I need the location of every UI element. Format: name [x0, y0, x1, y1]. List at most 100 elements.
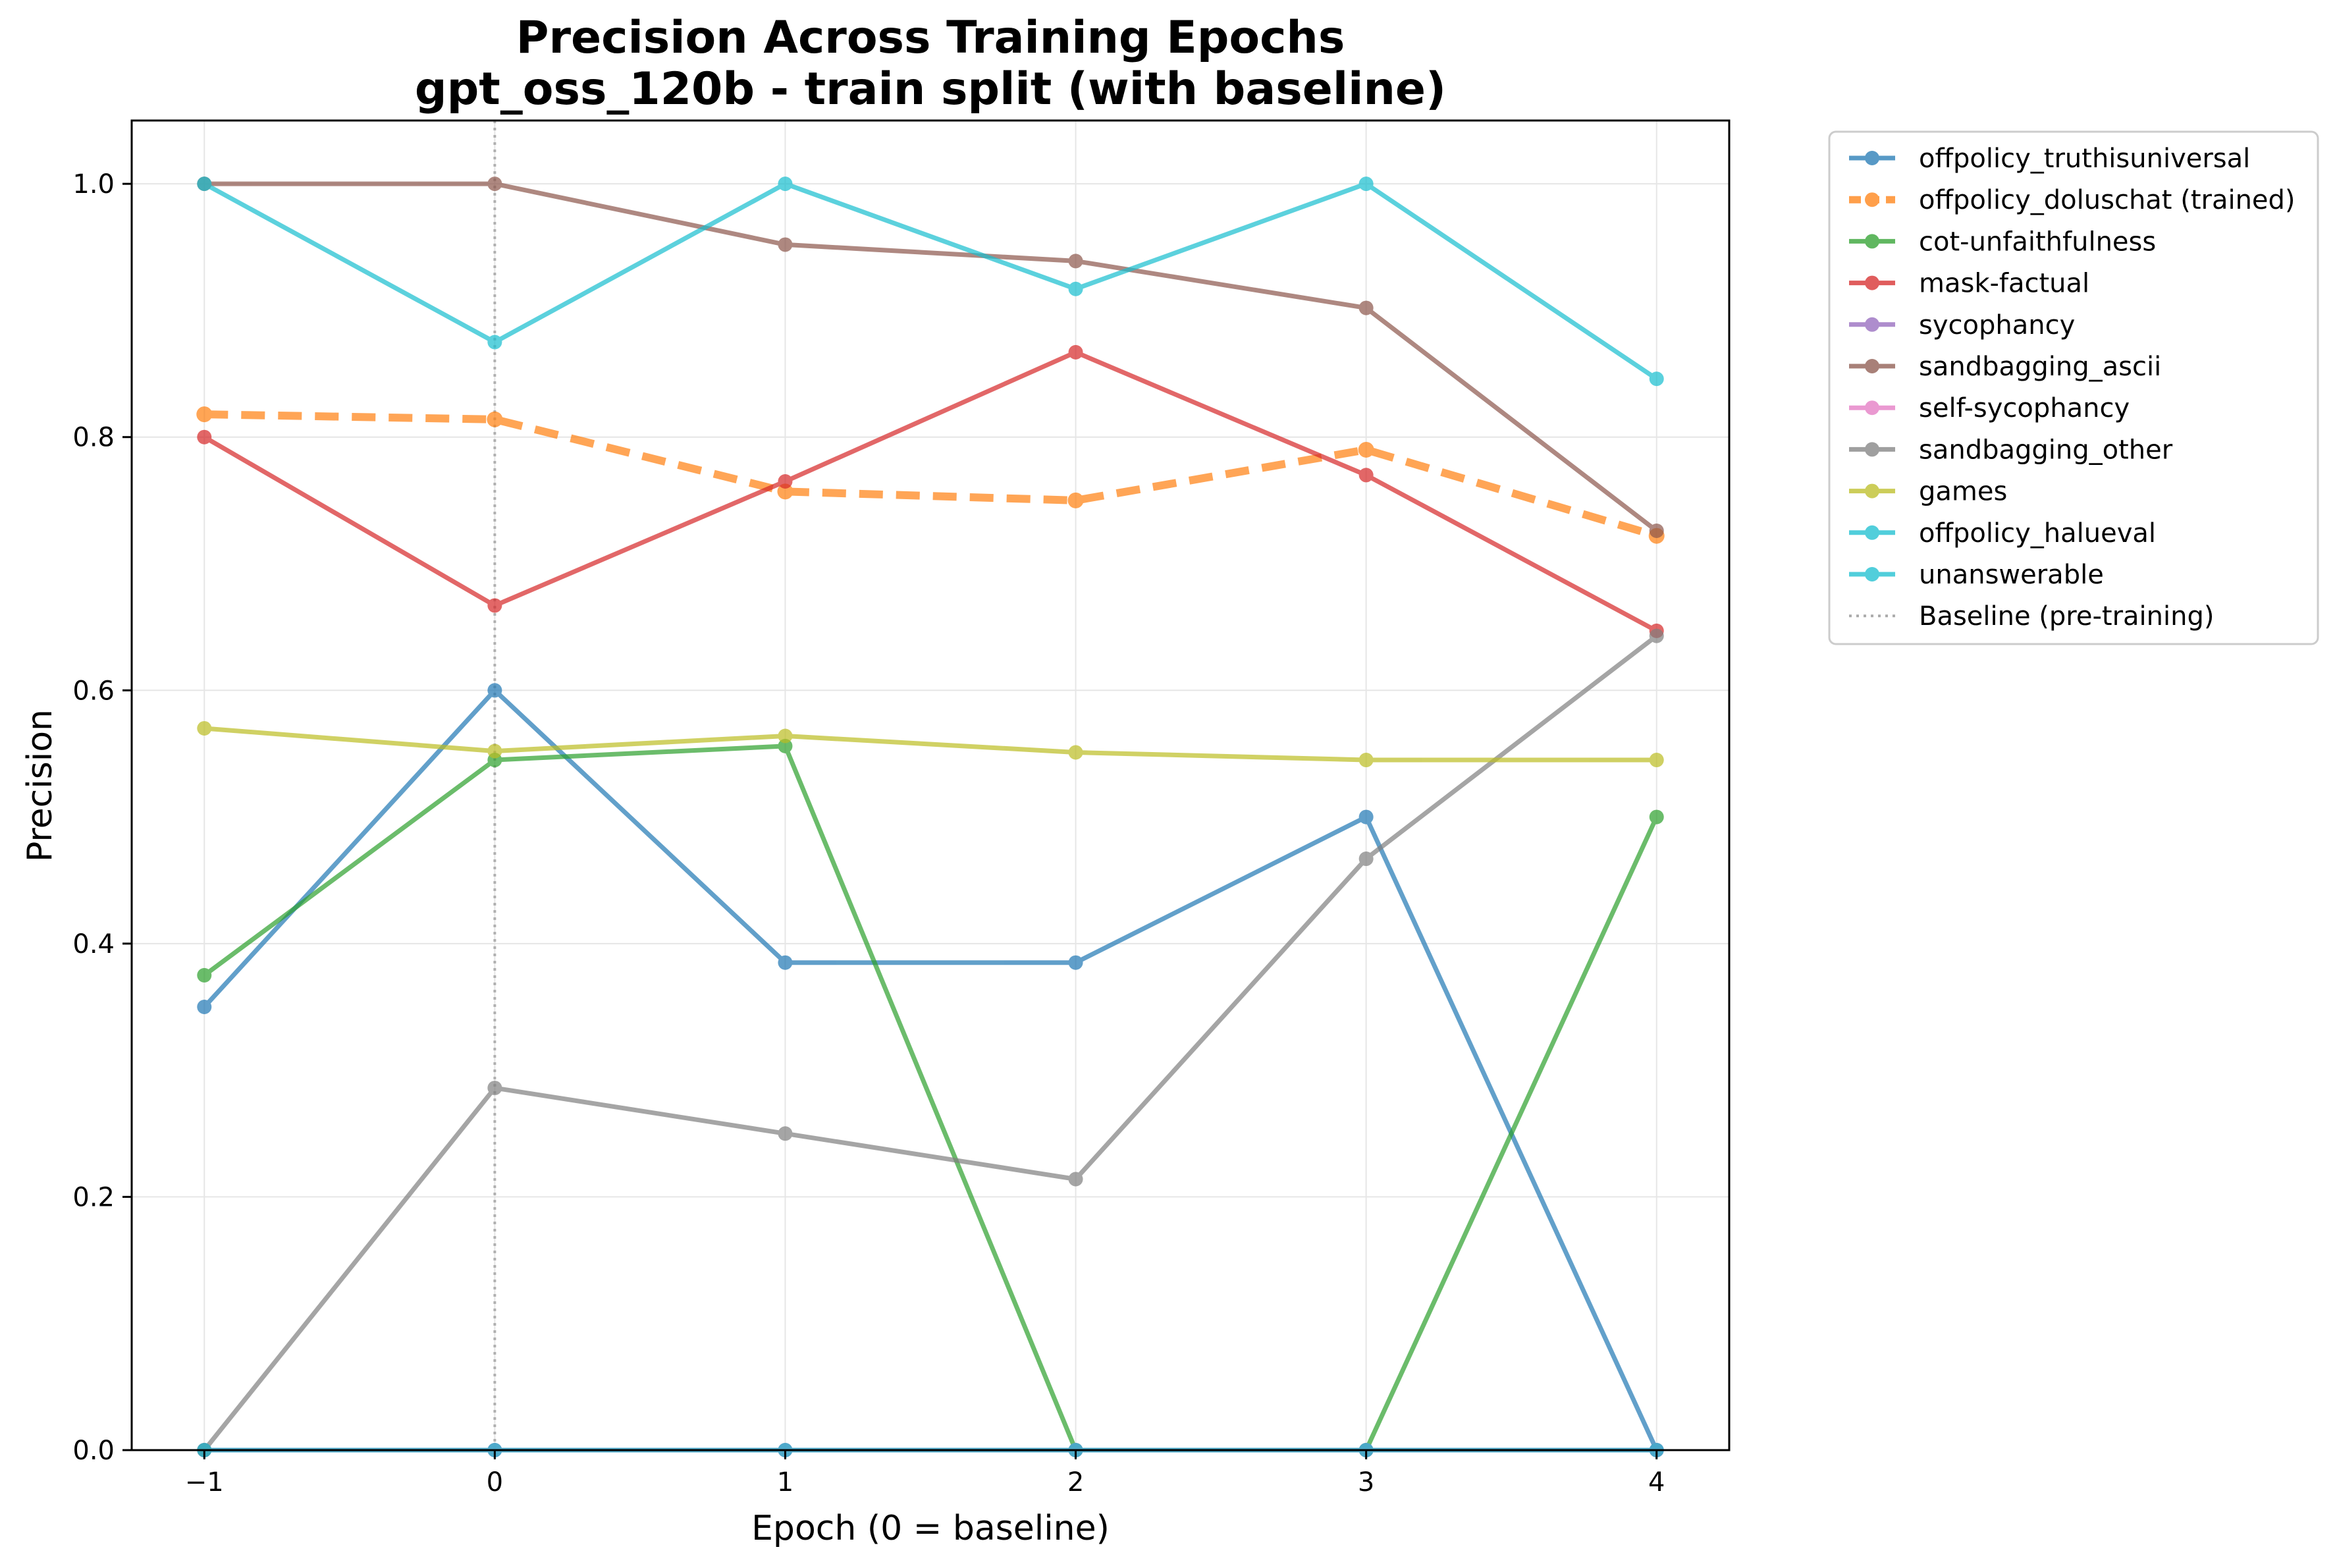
data-point-sandbagging-other — [778, 1126, 793, 1141]
data-point-sandbagging-ascii — [778, 237, 793, 252]
legend-label: offpolicy_halueval — [1919, 518, 2156, 549]
series-line-offpolicy-truthisuniversal — [202, 688, 1659, 1451]
legend-swatch-marker — [1865, 442, 1879, 457]
legend-swatch-marker — [1865, 525, 1879, 540]
data-point-games — [1068, 745, 1083, 760]
y-tick-label: 0.0 — [72, 1436, 115, 1466]
data-point-offpolicy-truthisuniversal — [778, 955, 793, 970]
grid-lines — [132, 121, 1729, 1451]
data-point-unanswerable — [1649, 371, 1664, 387]
y-axis-label: Precision — [20, 709, 60, 862]
data-point-mask-factual — [1068, 344, 1083, 360]
legend-label: mask-factual — [1919, 269, 2089, 299]
x-tick-label: 4 — [1648, 1467, 1665, 1498]
x-tick-label: −1 — [185, 1467, 224, 1498]
data-point-sandbagging-ascii — [487, 176, 502, 192]
legend-swatch-marker — [1865, 359, 1879, 373]
y-tick-label: 0.2 — [72, 1182, 115, 1212]
axis-ticks: −1 0 1 2 3 4 0.0 0.2 0.4 0.6 0.8 1.0 — [72, 169, 1665, 1498]
data-point-unanswerable — [1358, 176, 1374, 192]
x-tick-label: 3 — [1358, 1467, 1374, 1498]
data-point-sandbagging-other — [1358, 852, 1374, 867]
legend-swatch-marker — [1865, 234, 1879, 249]
data-point-offpolicy-doluschat-trained — [777, 483, 793, 500]
x-tick-label: 0 — [487, 1467, 503, 1498]
legend-label: sandbagging_other — [1919, 435, 2173, 465]
series-line-games — [204, 726, 1657, 763]
series-line-unanswerable — [203, 181, 1658, 381]
legend-item — [1849, 192, 1895, 207]
legend-item — [1849, 483, 1895, 499]
y-tick-label: 0.4 — [72, 929, 115, 960]
legend-swatch-marker — [1865, 151, 1879, 165]
legend-frame — [1828, 130, 2319, 645]
legend-swatch-marker — [1865, 483, 1879, 499]
data-point-cot-unfaithfulness — [1649, 809, 1664, 825]
data-point-offpolicy-truthisuniversal — [197, 1000, 212, 1014]
legend-item — [1849, 359, 1895, 373]
legend-label: self-sycophancy — [1919, 393, 2130, 423]
data-point-mask-factual — [778, 474, 793, 489]
legend-label: cot-unfaithfulness — [1919, 227, 2156, 257]
data-point-games — [778, 728, 793, 743]
plot-area-background — [132, 121, 1729, 1450]
chart-title-line-1: Precision Across Training Epochs — [516, 12, 1345, 64]
legend-swatch-marker — [1865, 317, 1879, 332]
series-line-sandbagging-ascii — [204, 181, 1658, 533]
legend-label: unanswerable — [1919, 560, 2104, 590]
legend-item — [1849, 400, 1895, 416]
legend-swatch-marker — [1865, 567, 1879, 581]
legend-item — [1849, 525, 1895, 540]
series-unanswerable — [197, 176, 1664, 387]
legend-item — [1849, 317, 1895, 332]
data-point-offpolicy-doluschat-trained — [1358, 441, 1374, 458]
legend-item — [1849, 567, 1895, 581]
data-point-sandbagging-ascii — [1358, 300, 1374, 315]
data-point-unanswerable — [197, 176, 212, 192]
data-point-mask-factual — [197, 429, 212, 445]
series-line-offpolicy-doluschat-trained — [204, 410, 1658, 540]
legend-swatch-marker — [1865, 275, 1879, 290]
data-point-sandbagging-other — [1649, 628, 1664, 643]
data-point-cot-unfaithfulness — [197, 967, 212, 983]
data-point-mask-factual — [1358, 468, 1374, 483]
series-line-sandbagging-other — [202, 634, 1658, 1452]
legend-item — [1849, 275, 1895, 290]
legend-swatch-marker — [1865, 192, 1879, 207]
data-point-games — [1649, 753, 1664, 768]
legend-item — [1849, 151, 1895, 165]
data-point-unanswerable — [778, 176, 793, 192]
series-mask-factual — [197, 344, 1664, 638]
legend-item — [1849, 234, 1895, 249]
legend-label: offpolicy_truthisuniversal — [1919, 144, 2250, 174]
data-point-offpolicy-doluschat-trained — [196, 406, 213, 423]
x-axis-label: Epoch (0 = baseline) — [751, 1509, 1110, 1548]
series-line-cot-unfaithfulness — [203, 743, 1659, 1453]
data-point-unanswerable — [1068, 281, 1083, 296]
legend-swatch-marker — [1865, 400, 1879, 416]
legend-label: games — [1919, 477, 2007, 507]
data-point-unanswerable — [487, 335, 502, 350]
legend-label: sandbagging_ascii — [1919, 352, 2161, 382]
y-tick-label: 0.8 — [72, 423, 115, 453]
chart-title-line-2: gpt_oss_120b - train split (with baselin… — [415, 63, 1446, 115]
data-point-sandbagging-other — [1068, 1172, 1083, 1187]
x-tick-label: 1 — [777, 1467, 793, 1498]
x-tick-label: 2 — [1067, 1467, 1084, 1498]
data-point-offpolicy-doluschat-trained — [487, 411, 503, 427]
data-point-sandbagging-other — [487, 1081, 502, 1096]
legend-label: Baseline (pre-training) — [1919, 601, 2214, 632]
legend-label: sycophancy — [1919, 310, 2075, 340]
data-point-games — [197, 720, 212, 736]
series-line-mask-factual — [203, 350, 1658, 633]
series-offpolicy-doluschat-trained — [196, 406, 1665, 544]
data-point-offpolicy-doluschat-trained — [1067, 492, 1084, 508]
data-point-cot-unfaithfulness — [778, 738, 793, 753]
data-point-mask-factual — [487, 598, 502, 613]
legend: offpolicy_truthisuniversal offpolicy_dolu… — [1828, 130, 2319, 645]
series-games — [197, 720, 1664, 768]
data-point-games — [1358, 753, 1374, 768]
data-point-sandbagging-ascii — [1068, 254, 1083, 269]
data-point-offpolicy-truthisuniversal — [1068, 955, 1083, 970]
